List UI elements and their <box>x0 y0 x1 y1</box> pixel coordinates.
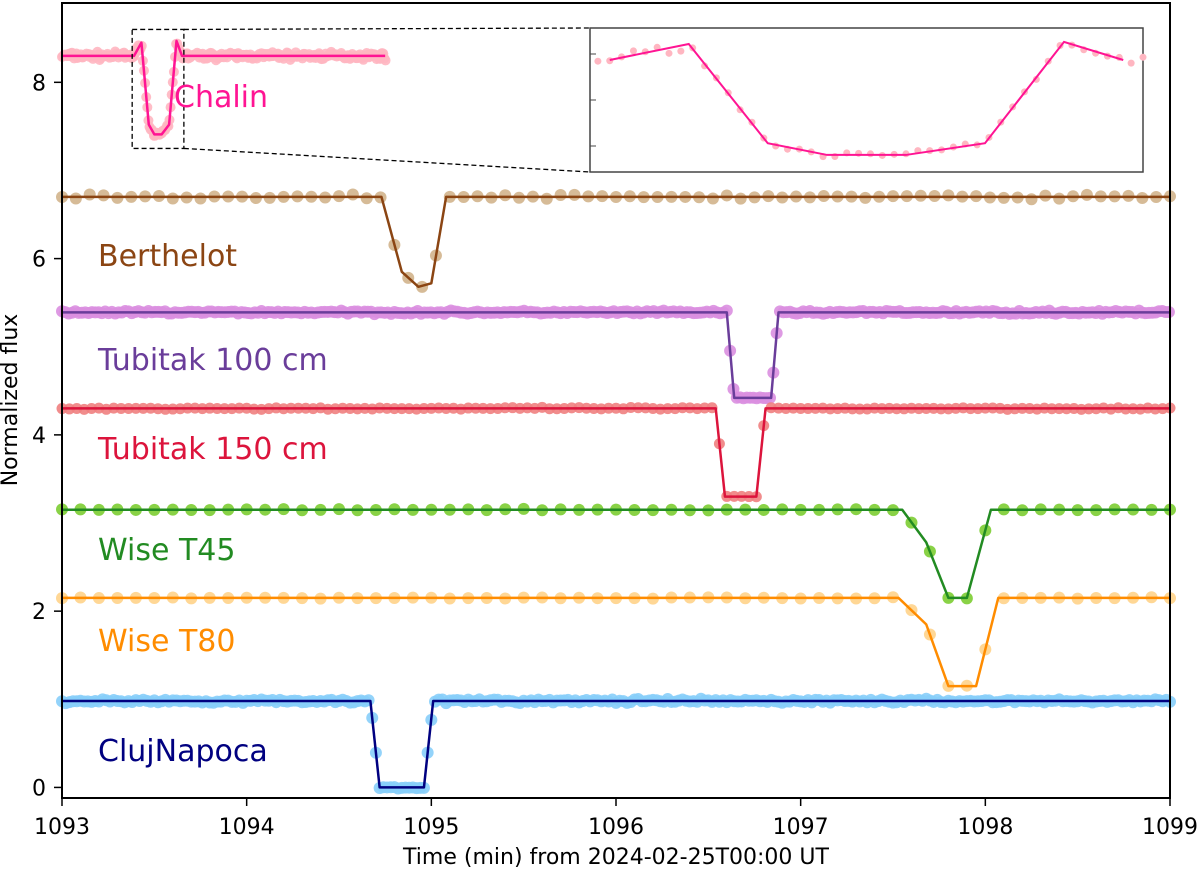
data-point <box>380 55 391 66</box>
data-point <box>499 189 512 202</box>
series-label-wise-t80: Wise T80 <box>98 624 235 659</box>
inset-plot <box>589 27 1147 173</box>
y-tick-label: 2 <box>32 600 46 625</box>
series-label-berthelot: Berthelot <box>98 239 237 274</box>
data-point <box>568 188 581 201</box>
series-label-tubitak-100-cm: Tubitak 100 cm <box>97 343 328 378</box>
inset-model-line <box>609 40 1124 156</box>
series-label-tubitak-150-cm: Tubitak 150 cm <box>97 432 328 467</box>
model-line <box>62 508 1170 600</box>
x-tick-label: 1093 <box>34 815 90 840</box>
data-point <box>942 189 955 202</box>
inset-data-point <box>594 57 602 65</box>
model-line <box>62 39 386 136</box>
model-line <box>62 596 1170 688</box>
inset-data-point <box>629 47 637 55</box>
series-label-chalin: Chalin <box>174 80 268 115</box>
y-tick-label: 8 <box>32 71 46 96</box>
inset-data-point <box>701 62 709 70</box>
series-berthelot <box>56 188 1176 293</box>
inset-data-point <box>1127 59 1135 67</box>
x-tick-label: 1096 <box>588 815 644 840</box>
data-point <box>706 192 719 205</box>
x-tick-label: 1094 <box>219 815 275 840</box>
data-point <box>1025 193 1038 206</box>
x-tick-label: 1098 <box>957 815 1013 840</box>
y-axis-label: Normalized flux <box>0 314 23 487</box>
series-clujnapoca <box>56 692 1176 795</box>
data-point <box>166 192 179 205</box>
series-wise-t80 <box>56 591 1176 692</box>
series-chalin <box>57 38 391 141</box>
data-point <box>540 192 553 205</box>
data-point <box>360 192 373 205</box>
inset-data-point <box>606 57 614 65</box>
inset-data-point <box>665 49 673 57</box>
model-line <box>62 699 1170 789</box>
series-layer <box>56 38 1176 795</box>
inset-frame <box>589 27 1144 173</box>
x-tick-label: 1095 <box>403 815 459 840</box>
zoom-region <box>131 28 185 150</box>
data-point <box>554 189 567 202</box>
x-axis-label: Time (min) from 2024-02-25T00:00 UT <box>402 845 829 870</box>
data-point <box>69 192 82 205</box>
y-tick-label: 0 <box>32 776 46 801</box>
y-tick-label: 4 <box>32 424 46 449</box>
model-line <box>62 311 1170 400</box>
data-point <box>720 189 733 202</box>
data-point <box>734 192 747 205</box>
series-tubitak-150-cm <box>56 401 1176 503</box>
model-line <box>62 195 1170 289</box>
series-wise-t45 <box>56 502 1176 605</box>
series-label-clujnapoca: ClujNapoca <box>98 734 268 769</box>
y-axis: 0 2 4 6 8 <box>32 71 62 801</box>
data-point <box>346 188 359 201</box>
series-label-wise-t45: Wise T45 <box>98 533 235 568</box>
data-point <box>1080 188 1093 201</box>
y-tick-label: 6 <box>32 248 46 273</box>
zoom-connector-bottom <box>183 147 591 173</box>
zoom-indicator <box>131 27 591 173</box>
data-point <box>194 192 207 205</box>
data-point <box>97 189 110 202</box>
series-tubitak-100-cm <box>56 304 1175 405</box>
series-labels: Chalin Berthelot Tubitak 100 cm Tubitak 150… <box>97 80 328 769</box>
x-tick-label: 1099 <box>1142 815 1198 840</box>
inset-data-point <box>866 150 874 158</box>
inset-data-point <box>677 47 685 55</box>
zoom-connector-top <box>183 27 591 31</box>
data-point <box>83 188 96 201</box>
data-point <box>1053 192 1066 205</box>
x-axis: 1093 1094 1095 1096 1097 1098 1099 <box>34 798 1198 840</box>
x-tick-label: 1097 <box>773 815 829 840</box>
data-point <box>720 304 733 317</box>
model-line <box>62 407 1170 498</box>
inset-data-point <box>1139 53 1147 61</box>
